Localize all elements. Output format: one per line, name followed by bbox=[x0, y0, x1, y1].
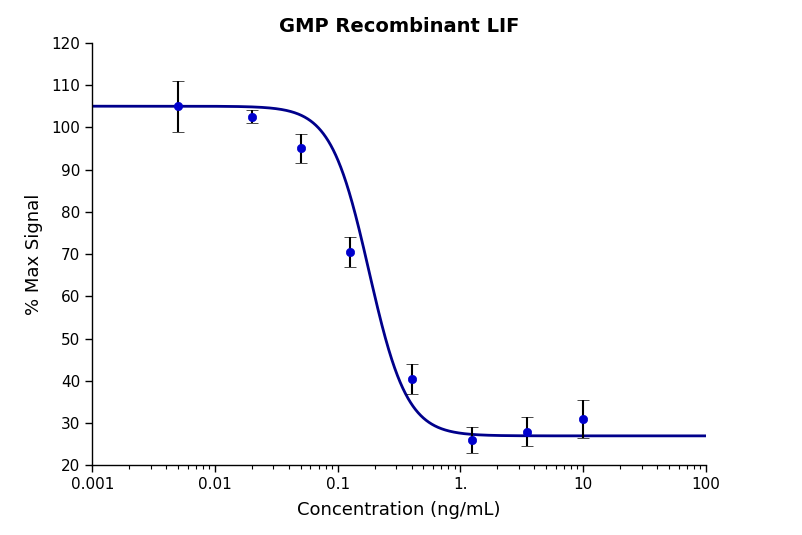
Y-axis label: % Max Signal: % Max Signal bbox=[25, 194, 43, 315]
Title: GMP Recombinant LIF: GMP Recombinant LIF bbox=[279, 17, 519, 36]
X-axis label: Concentration (ng/mL): Concentration (ng/mL) bbox=[298, 501, 500, 518]
